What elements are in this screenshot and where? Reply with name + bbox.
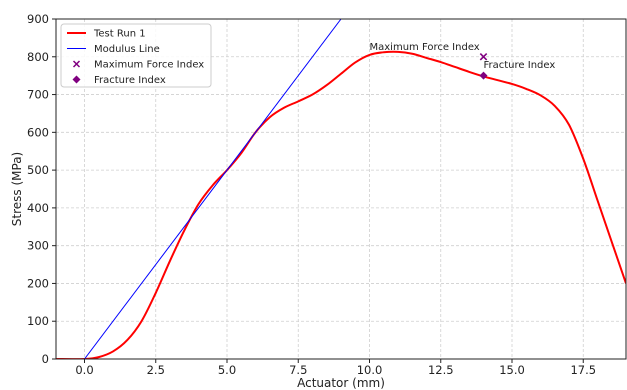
- marker-stroke: [479, 53, 488, 61]
- y-axis-title: Stress (MPa): [10, 152, 24, 226]
- legend-label: Modulus Line: [94, 44, 160, 55]
- legend-box: [60, 23, 212, 88]
- x-axis-ticks: 0.0 2.5 5.0 7.5 10.0 12.5 15.0 17.5: [75, 359, 596, 377]
- series-layer: [56, 19, 626, 359]
- modulus-line: [84, 19, 342, 359]
- y-tick-label: 500: [27, 163, 49, 177]
- x-tick-label: 2.5: [147, 363, 165, 377]
- plot-frame: [55, 18, 627, 360]
- y-tick-label: 600: [27, 125, 49, 139]
- x-tick-label: 17.5: [570, 363, 596, 377]
- maximum-force-index-marker: [479, 53, 488, 61]
- x-axis-title: Actuator (mm): [297, 376, 385, 390]
- legend: Test Run 1 Modulus Line Maximum Force Inde…: [60, 23, 212, 88]
- x-tick-label: 15.0: [499, 363, 525, 377]
- y-tick-label: 800: [27, 50, 49, 64]
- y-tick-label: 700: [27, 88, 49, 102]
- legend-swatch: [72, 75, 81, 84]
- y-tick-label: 0: [42, 352, 49, 366]
- legend-swatch: [72, 60, 81, 68]
- legend-label: Fracture Index: [94, 75, 166, 86]
- x-tick-label: 0.0: [75, 363, 93, 377]
- y-tick-label: 900: [27, 12, 49, 26]
- x-tick-label: 12.5: [428, 363, 454, 377]
- y-tick-label: 400: [27, 201, 49, 215]
- x-tick-label: 10.0: [357, 363, 383, 377]
- y-tick-label: 100: [27, 314, 49, 328]
- x-tick-label: 5.0: [218, 363, 236, 377]
- annotation-label: Fracture Index: [484, 60, 556, 71]
- legend-items: Test Run 1 Modulus Line Maximum Force Inde…: [67, 29, 204, 86]
- legend-label: Maximum Force Index: [94, 60, 204, 71]
- annotation-label: Maximum Force Index: [370, 42, 480, 53]
- y-tick-label: 200: [27, 276, 49, 290]
- y-tick-label: 300: [27, 239, 49, 253]
- x-tick-label: 7.5: [289, 363, 307, 377]
- annotation-layer: Maximum Force Index Fracture Index: [370, 42, 556, 71]
- legend-label: Test Run 1: [93, 29, 146, 40]
- marker-layer: [479, 53, 488, 80]
- test-run-1-line: [56, 50, 626, 359]
- fracture-index-marker: [479, 71, 488, 80]
- y-axis-ticks: 0 100 200 300 400 500 600 700 800 900: [27, 12, 56, 366]
